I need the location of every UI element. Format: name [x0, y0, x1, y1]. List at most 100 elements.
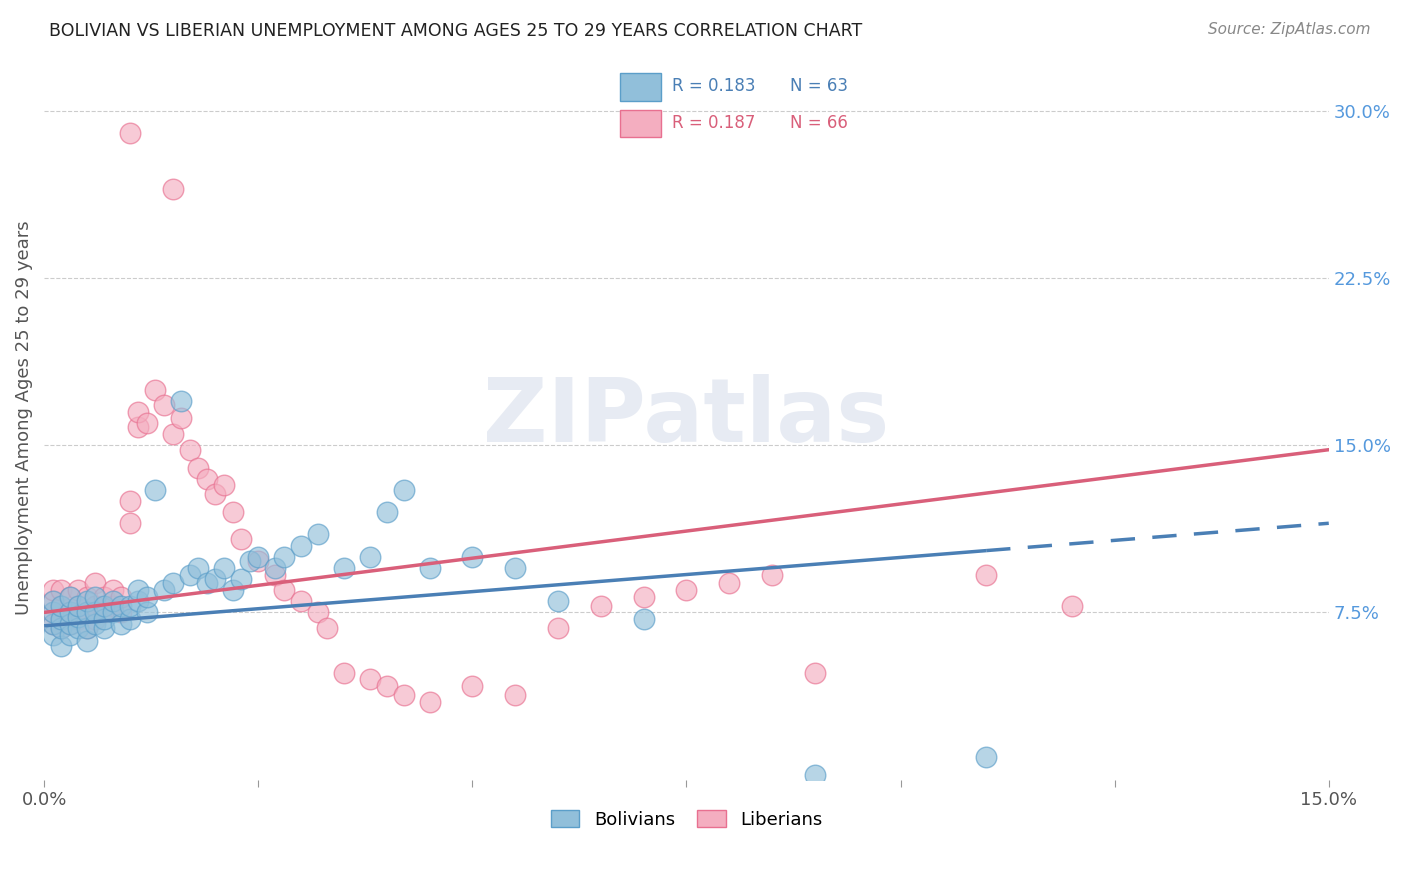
Point: [59, 590, 82, 604]
Text: N = 66: N = 66: [790, 114, 848, 132]
Point: [974, 567, 997, 582]
Point: [59, 628, 82, 642]
Point: [101, 594, 124, 608]
Point: [145, 483, 167, 497]
Point: [93, 621, 115, 635]
Point: [76, 634, 98, 648]
Point: [633, 612, 655, 626]
Point: [170, 411, 193, 425]
Point: [76, 590, 98, 604]
Point: [41, 616, 63, 631]
Text: BOLIVIAN VS LIBERIAN UNEMPLOYMENT AMONG AGES 25 TO 29 YEARS CORRELATION CHART: BOLIVIAN VS LIBERIAN UNEMPLOYMENT AMONG …: [49, 22, 862, 40]
Point: [718, 576, 741, 591]
Point: [212, 561, 235, 575]
Point: [204, 487, 226, 501]
Point: [375, 505, 398, 519]
Point: [84, 612, 107, 626]
Point: [264, 561, 287, 575]
Point: [101, 583, 124, 598]
Point: [41, 616, 63, 631]
Point: [127, 583, 149, 598]
Point: [84, 576, 107, 591]
Point: [101, 599, 124, 613]
Point: [51, 639, 73, 653]
Point: [93, 599, 115, 613]
Point: [418, 695, 440, 709]
Point: [290, 539, 312, 553]
Point: [589, 599, 612, 613]
Point: [503, 561, 526, 575]
Point: [51, 599, 73, 613]
Point: [547, 621, 569, 635]
Point: [67, 599, 90, 613]
Point: [93, 606, 115, 620]
Point: [93, 590, 115, 604]
Point: [51, 621, 73, 635]
Point: [162, 182, 184, 196]
Point: [675, 583, 697, 598]
Point: [67, 610, 90, 624]
Point: [307, 527, 329, 541]
Point: [67, 612, 90, 626]
Point: [135, 590, 157, 604]
Point: [359, 673, 381, 687]
Point: [41, 628, 63, 642]
Point: [76, 621, 98, 635]
Point: [59, 590, 82, 604]
Point: [118, 599, 141, 613]
Point: [76, 606, 98, 620]
Point: [127, 594, 149, 608]
Text: N = 63: N = 63: [790, 78, 848, 95]
Point: [59, 606, 82, 620]
Point: [359, 549, 381, 564]
Point: [974, 750, 997, 764]
Point: [315, 621, 337, 635]
Point: [84, 616, 107, 631]
Point: [59, 616, 82, 631]
Point: [195, 576, 218, 591]
Point: [41, 594, 63, 608]
Point: [59, 606, 82, 620]
Point: [67, 583, 90, 598]
Point: [221, 583, 243, 598]
Point: [51, 621, 73, 635]
Point: [51, 612, 73, 626]
Point: [461, 549, 484, 564]
Point: [247, 554, 270, 568]
Point: [418, 561, 440, 575]
Point: [41, 594, 63, 608]
Point: [51, 599, 73, 613]
Point: [229, 572, 252, 586]
Point: [41, 583, 63, 598]
Point: [204, 572, 226, 586]
Point: [118, 516, 141, 531]
Point: [221, 505, 243, 519]
Point: [153, 398, 176, 412]
Point: [41, 606, 63, 620]
Point: [84, 606, 107, 620]
Point: [247, 549, 270, 564]
Y-axis label: Unemployment Among Ages 25 to 29 years: Unemployment Among Ages 25 to 29 years: [15, 220, 32, 615]
Text: Source: ZipAtlas.com: Source: ZipAtlas.com: [1208, 22, 1371, 37]
Point: [179, 567, 201, 582]
Point: [110, 606, 132, 620]
Point: [804, 665, 827, 680]
Point: [392, 483, 415, 497]
Point: [187, 460, 209, 475]
FancyBboxPatch shape: [620, 110, 661, 137]
Point: [76, 621, 98, 635]
Point: [84, 590, 107, 604]
Point: [135, 416, 157, 430]
Point: [392, 688, 415, 702]
Point: [118, 126, 141, 140]
Point: [375, 679, 398, 693]
Point: [633, 590, 655, 604]
Point: [170, 393, 193, 408]
Point: [195, 472, 218, 486]
Point: [127, 405, 149, 419]
Point: [333, 665, 356, 680]
Point: [118, 494, 141, 508]
Point: [110, 599, 132, 613]
Point: [153, 583, 176, 598]
Point: [67, 599, 90, 613]
